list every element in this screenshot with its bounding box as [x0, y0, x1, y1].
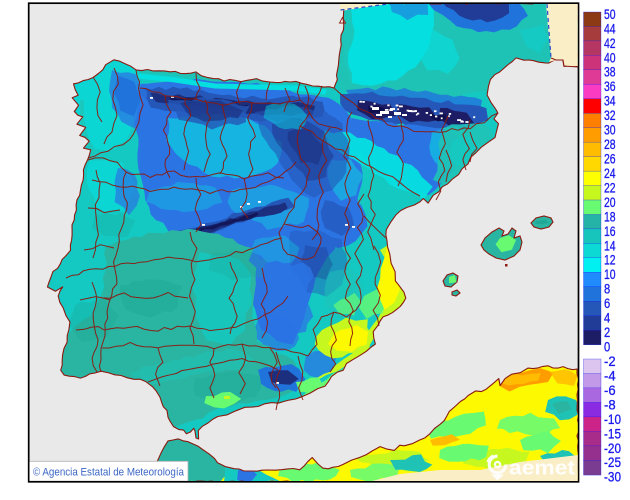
svg-text:-15: -15 — [604, 426, 621, 441]
svg-text:-30: -30 — [604, 470, 621, 485]
svg-text:-20: -20 — [604, 441, 621, 456]
svg-text:-25: -25 — [604, 455, 621, 470]
svg-text:10: 10 — [604, 267, 616, 282]
svg-text:-10: -10 — [604, 412, 621, 427]
svg-text:28: 28 — [604, 137, 616, 152]
svg-text:6: 6 — [604, 296, 610, 311]
svg-text:4: 4 — [604, 311, 611, 326]
svg-text:32: 32 — [604, 108, 616, 123]
svg-text:-6: -6 — [604, 383, 616, 398]
svg-text:aemet: aemet — [509, 457, 575, 480]
svg-text:-4: -4 — [604, 368, 616, 383]
svg-text:22: 22 — [604, 180, 616, 195]
svg-text:8: 8 — [604, 282, 610, 297]
svg-text:24: 24 — [604, 166, 616, 181]
svg-text:40: 40 — [604, 50, 616, 65]
svg-text:38: 38 — [604, 65, 616, 80]
svg-text:30: 30 — [604, 123, 616, 138]
svg-text:© Agencia Estatal de Meteorolo: © Agencia Estatal de Meteorología — [33, 467, 185, 479]
svg-text:20: 20 — [604, 195, 616, 210]
svg-text:2: 2 — [604, 325, 610, 340]
svg-text:16: 16 — [604, 224, 616, 239]
svg-text:26: 26 — [604, 152, 616, 167]
svg-text:18: 18 — [604, 209, 616, 224]
svg-text:44: 44 — [604, 21, 616, 36]
svg-text:-8: -8 — [604, 397, 616, 412]
svg-text:42: 42 — [604, 36, 616, 51]
svg-text:12: 12 — [604, 253, 616, 268]
svg-text:0: 0 — [604, 340, 611, 355]
svg-text:36: 36 — [604, 79, 616, 94]
svg-text:14: 14 — [604, 238, 616, 253]
svg-text:34: 34 — [604, 94, 616, 109]
svg-text:-2: -2 — [604, 354, 616, 369]
svg-text:50: 50 — [604, 7, 616, 22]
